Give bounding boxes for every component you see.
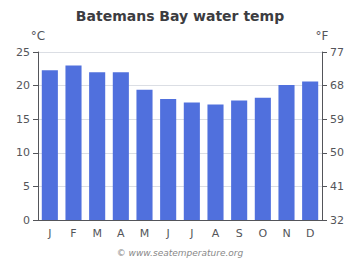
svg-text:D: D xyxy=(306,227,314,240)
svg-text:50: 50 xyxy=(330,146,344,159)
svg-text:41: 41 xyxy=(330,180,344,193)
svg-text:10: 10 xyxy=(16,146,30,159)
svg-text:77: 77 xyxy=(330,46,344,59)
svg-text:°F: °F xyxy=(316,29,329,43)
svg-text:M: M xyxy=(92,227,102,240)
svg-text:°C: °C xyxy=(31,29,45,43)
svg-text:32: 32 xyxy=(330,214,344,227)
svg-text:J: J xyxy=(189,227,193,240)
svg-text:N: N xyxy=(282,227,290,240)
svg-text:Batemans Bay water temp: Batemans Bay water temp xyxy=(76,8,284,24)
svg-text:S: S xyxy=(236,227,243,240)
svg-text:25: 25 xyxy=(16,46,30,59)
svg-text:20: 20 xyxy=(16,79,30,92)
svg-text:O: O xyxy=(258,227,267,240)
svg-text:J: J xyxy=(166,227,170,240)
svg-text:68: 68 xyxy=(330,79,344,92)
svg-text:J: J xyxy=(47,227,51,240)
svg-text:A: A xyxy=(117,227,125,240)
svg-text:© www.seatemperature.org: © www.seatemperature.org xyxy=(117,248,244,258)
svg-text:5: 5 xyxy=(23,180,30,193)
svg-text:M: M xyxy=(140,227,150,240)
svg-text:F: F xyxy=(70,227,76,240)
svg-text:A: A xyxy=(212,227,220,240)
svg-text:0: 0 xyxy=(23,214,30,227)
svg-text:15: 15 xyxy=(16,113,30,126)
svg-text:59: 59 xyxy=(330,113,344,126)
